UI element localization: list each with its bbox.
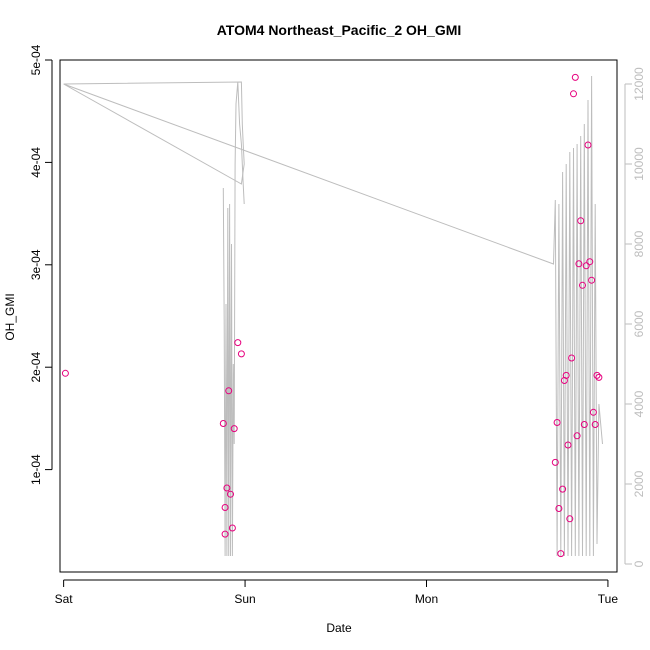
- y-tick-label: 3e-04: [29, 249, 43, 280]
- series-line: [222, 81, 245, 557]
- x-tick-label: Sun: [234, 592, 255, 606]
- plot-area-frame: [59, 59, 618, 573]
- y2-tick-label: 10000: [632, 147, 646, 181]
- data-point: [579, 281, 586, 289]
- y2-tick-label: 0: [632, 560, 646, 567]
- x-axis-label: Date: [326, 621, 352, 635]
- data-point: [551, 458, 559, 466]
- y2-tick-label: 4000: [632, 390, 646, 417]
- data-point: [586, 258, 594, 266]
- data-point: [580, 421, 588, 428]
- data-point: [571, 73, 579, 81]
- data-point: [573, 432, 581, 440]
- data-point: [237, 350, 245, 358]
- data-point: [234, 339, 242, 347]
- data-point: [227, 490, 234, 498]
- data-point: [221, 504, 229, 511]
- data-point: [228, 524, 236, 532]
- x-tick-label: Sat: [55, 592, 74, 606]
- line-series-group: [63, 75, 603, 557]
- data-point: [593, 371, 601, 379]
- y2-tick-label: 12000: [632, 67, 646, 101]
- y-tick-label: 4e-04: [29, 147, 43, 178]
- series-line: [63, 75, 603, 557]
- x-tick-label: Mon: [415, 592, 438, 606]
- data-point: [230, 425, 238, 433]
- data-point: [564, 441, 572, 449]
- data-point: [582, 262, 590, 270]
- y-tick-label: 2e-04: [29, 352, 43, 383]
- data-point: [555, 505, 563, 512]
- data-point: [221, 530, 229, 538]
- point-series-group: [61, 73, 603, 558]
- data-point: [568, 354, 576, 362]
- x-tick-label: Tue: [598, 592, 619, 606]
- data-point: [61, 369, 69, 377]
- y2-tick-label: 6000: [632, 310, 646, 337]
- data-point: [588, 276, 596, 284]
- data-point: [584, 141, 592, 149]
- data-point: [591, 421, 599, 428]
- data-point: [223, 484, 231, 492]
- y-axis-label: OH_GMI: [3, 293, 17, 340]
- y2-tick-label: 2000: [632, 470, 646, 497]
- data-point: [219, 420, 227, 427]
- data-point: [225, 387, 233, 395]
- data-point: [562, 371, 570, 379]
- data-point: [577, 217, 585, 225]
- data-point: [595, 373, 603, 381]
- y-axis-right: 0 2000 4000 6000 8000 10000 12000: [624, 67, 646, 567]
- data-point: [553, 419, 561, 426]
- y-tick-label: 1e-04: [29, 454, 43, 485]
- x-axis: Sat Sun Mon Tue: [55, 579, 619, 606]
- y2-tick-label: 8000: [632, 230, 646, 257]
- data-point: [559, 485, 567, 493]
- y-axis-left: 1e-04 2e-04 3e-04 4e-04 5e-04: [29, 44, 53, 485]
- data-point: [570, 90, 577, 98]
- data-point: [589, 408, 597, 416]
- chart-title: ATOM4 Northeast_Pacific_2 OH_GMI: [217, 22, 462, 38]
- y-tick-label: 5e-04: [29, 44, 43, 75]
- data-point: [575, 260, 583, 268]
- data-point: [566, 515, 574, 523]
- data-point: [557, 550, 565, 558]
